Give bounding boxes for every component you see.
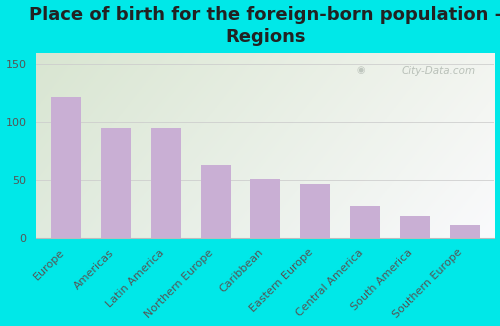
Bar xyxy=(350,206,380,238)
Bar xyxy=(300,185,330,238)
Title: Place of birth for the foreign-born population -
Regions: Place of birth for the foreign-born popu… xyxy=(29,6,500,46)
Text: ◉: ◉ xyxy=(357,65,366,75)
Bar xyxy=(101,128,131,238)
Bar xyxy=(250,179,280,238)
Bar xyxy=(151,128,180,238)
Bar xyxy=(200,165,230,238)
Bar xyxy=(51,97,81,238)
Bar xyxy=(400,215,430,238)
Bar xyxy=(101,128,131,238)
Text: City-Data.com: City-Data.com xyxy=(402,66,476,76)
Bar xyxy=(51,97,81,238)
Bar xyxy=(300,185,330,238)
Bar xyxy=(250,179,280,238)
Bar xyxy=(200,165,230,238)
Bar xyxy=(350,206,380,238)
Bar xyxy=(450,225,480,238)
Bar xyxy=(151,128,180,238)
Bar xyxy=(400,215,430,238)
Bar xyxy=(450,225,480,238)
